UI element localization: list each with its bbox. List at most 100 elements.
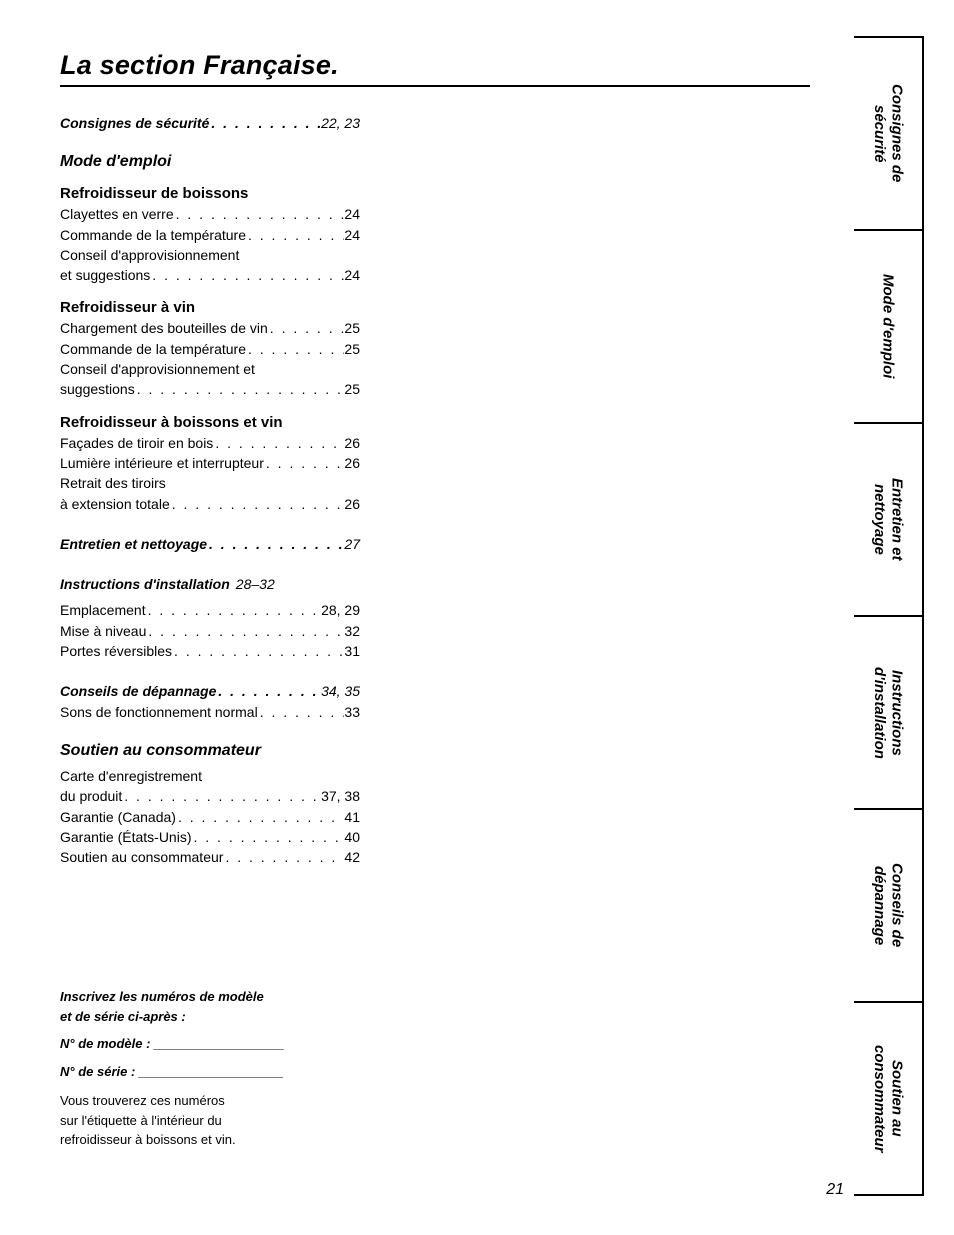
toc-label-line1: Retrait des tiroirs: [60, 473, 360, 493]
toc-label: Clayettes en verre: [60, 204, 174, 224]
tab-entretien: Entretien etnettoyage: [854, 422, 922, 615]
toc-label: Commande de la température: [60, 339, 246, 359]
tab-label: Mode d'emploi: [879, 274, 896, 378]
toc-row: Emplacement . . . . . . . . . . . . . . …: [60, 600, 360, 620]
serial-number-field: N° de série : ____________________: [60, 1062, 360, 1082]
toc-row: du produit . . . . . . . . . . . . . . .…: [60, 786, 360, 806]
model-header: Inscrivez les numéros de modèle et de sé…: [60, 987, 360, 1026]
model-header-line2: et de série ci-après :: [60, 1009, 186, 1024]
toc-page: 33: [344, 702, 360, 722]
toc-label: Emplacement: [60, 600, 146, 620]
toc-label: Commande de la température: [60, 225, 246, 245]
toc-label: Sons de fonctionnement normal: [60, 702, 258, 722]
toc-heading-mode: Mode d'emploi: [60, 153, 360, 171]
toc-row: Lumière intérieure et interrupteur . . .…: [60, 453, 360, 473]
toc-label: Instructions d'installation: [60, 574, 230, 594]
leader-dots: . . . . . . . . . . . . . . . . . . . . …: [258, 702, 345, 722]
page-title: La section Française.: [60, 50, 810, 87]
toc-row: Clayettes en verre . . . . . . . . . . .…: [60, 204, 360, 224]
toc-row: Chargement des bouteilles de vin . . . .…: [60, 318, 360, 338]
note-line3: refroidisseur à boissons et vin.: [60, 1132, 236, 1147]
leader-dots: . . . . . . . . . . . . . . . . . . . . …: [172, 641, 344, 661]
toc-label: Garantie (États-Unis): [60, 827, 191, 847]
note-line2: sur l'étiquette à l'intérieur du: [60, 1113, 222, 1128]
toc-page: 22, 23: [321, 113, 360, 133]
leader-dots: . . . . . . . . . . . . . . . . . . . . …: [176, 807, 344, 827]
leader-dots: . . . . . . . . . . . . . . . . . . . . …: [246, 339, 344, 359]
tab-label: Instructionsd'installation: [871, 667, 906, 759]
tab-install: Instructionsd'installation: [854, 615, 922, 808]
toc-page: 25: [344, 379, 360, 399]
toc-column: Consignes de sécurité . . . . . . . . . …: [60, 113, 360, 1150]
toc-row: suggestions . . . . . . . . . . . . . . …: [60, 379, 360, 399]
page-number: 21: [826, 1181, 844, 1199]
leader-dots: . . . . . . . . . . . . . . . . . . . . …: [174, 204, 345, 224]
toc-page: 28–32: [236, 574, 275, 594]
toc-page: 26: [344, 453, 360, 473]
toc-row: à extension totale . . . . . . . . . . .…: [60, 494, 360, 514]
leader-dots: . . . . . . . . . . . . . . . . . . . . …: [216, 681, 321, 701]
tab-label: Entretien etnettoyage: [871, 478, 906, 561]
toc-row: Mise à niveau . . . . . . . . . . . . . …: [60, 621, 360, 641]
toc-subhead-both: Refroidisseur à boissons et vin: [60, 414, 360, 431]
toc-label: Consignes de sécurité: [60, 113, 209, 133]
toc-page: 32: [344, 621, 360, 641]
toc-label: Soutien au consommateur: [60, 847, 223, 867]
leader-dots: . . . . . . . . . . . . . . . . . . . . …: [223, 847, 344, 867]
leader-dots: . . . . . . . . . . . . . . . . . . . . …: [146, 621, 344, 641]
leader-dots: . . . . . . . . . . . . . . . . . . . . …: [122, 786, 321, 806]
tab-label: Soutien auconsommateur: [871, 1045, 906, 1153]
toc-heading-install: Instructions d'installation 28–32: [60, 574, 360, 594]
toc-label: Portes réversibles: [60, 641, 172, 661]
toc-page: 42: [344, 847, 360, 867]
toc-label: Garantie (Canada): [60, 807, 176, 827]
toc-page: 26: [344, 433, 360, 453]
toc-label: Lumière intérieure et interrupteur: [60, 453, 264, 473]
leader-dots: . . . . . . . . . . . . . . . . . . . . …: [264, 453, 345, 473]
toc-row: Soutien au consommateur . . . . . . . . …: [60, 847, 360, 867]
toc-page: 37, 38: [321, 786, 360, 806]
toc-heading-depannage: Conseils de dépannage . . . . . . . . . …: [60, 681, 360, 701]
tab-depannage: Conseils dedépannage: [854, 808, 922, 1001]
toc-label: suggestions: [60, 379, 135, 399]
leader-dots: . . . . . . . . . . . . . . . . . . . . …: [246, 225, 344, 245]
leader-dots: . . . . . . . . . . . . . . . . . . . . …: [191, 827, 344, 847]
model-header-line1: Inscrivez les numéros de modèle: [60, 989, 264, 1004]
model-serial-block: Inscrivez les numéros de modèle et de sé…: [60, 987, 360, 1150]
page: La section Française. Consignes de sécur…: [0, 0, 954, 1235]
toc-subhead-boissons: Refroidisseur de boissons: [60, 185, 360, 202]
toc-row: Portes réversibles . . . . . . . . . . .…: [60, 641, 360, 661]
toc-page: 25: [344, 339, 360, 359]
toc-heading-entretien: Entretien et nettoyage . . . . . . . . .…: [60, 534, 360, 554]
leader-dots: . . . . . . . . . . . . . . . . . . . . …: [268, 318, 345, 338]
toc-page: 27: [344, 534, 360, 554]
tab-mode: Mode d'emploi: [854, 229, 922, 422]
toc-label: du produit: [60, 786, 122, 806]
model-note: Vous trouverez ces numéros sur l'étiquet…: [60, 1091, 360, 1150]
toc-page: 34, 35: [321, 681, 360, 701]
toc-page: 25: [344, 318, 360, 338]
toc-page: 26: [344, 494, 360, 514]
side-tabs: Consignes desécurité Mode d'emploi Entre…: [854, 36, 924, 1196]
toc-row: Façades de tiroir en bois . . . . . . . …: [60, 433, 360, 453]
leader-dots: . . . . . . . . . . . . . . . . . . . . …: [170, 494, 345, 514]
tab-consignes: Consignes desécurité: [854, 36, 922, 229]
toc-row: Commande de la température . . . . . . .…: [60, 339, 360, 359]
tab-soutien: Soutien auconsommateur: [854, 1001, 922, 1196]
toc-row: Garantie (États-Unis) . . . . . . . . . …: [60, 827, 360, 847]
toc-page: 28, 29: [321, 600, 360, 620]
toc-subhead-vin: Refroidisseur à vin: [60, 299, 360, 316]
toc-page: 40: [344, 827, 360, 847]
toc-page: 24: [344, 204, 360, 224]
note-line1: Vous trouverez ces numéros: [60, 1093, 225, 1108]
leader-dots: . . . . . . . . . . . . . . . . . . . . …: [213, 433, 344, 453]
toc-label: Entretien et nettoyage: [60, 534, 207, 554]
toc-label: et suggestions: [60, 265, 150, 285]
toc-page: 41: [344, 807, 360, 827]
toc-label: Façades de tiroir en bois: [60, 433, 213, 453]
leader-dots: . . . . . . . . . . . . . . . . . . . . …: [146, 600, 321, 620]
toc-label: Chargement des bouteilles de vin: [60, 318, 268, 338]
toc-label: Mise à niveau: [60, 621, 146, 641]
leader-dots: . . . . . . . . . . . . . . . . . . . . …: [135, 379, 345, 399]
toc-label-line1: Conseil d'approvisionnement et: [60, 359, 360, 379]
